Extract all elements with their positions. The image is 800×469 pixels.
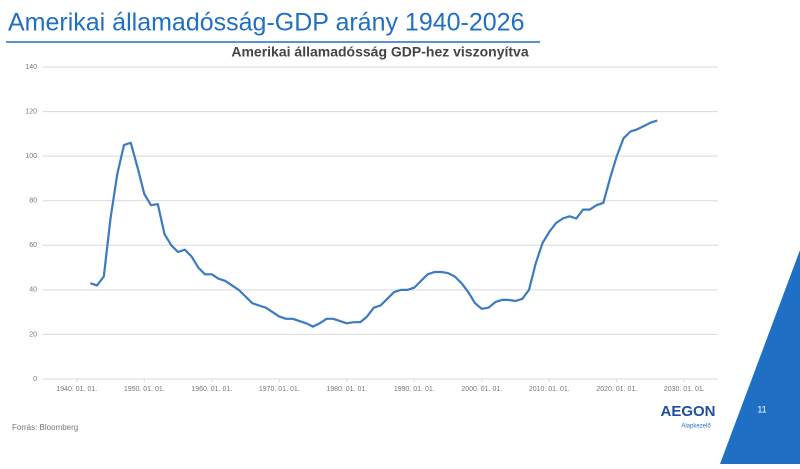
x-tick-label: 2000. 01. 01.: [461, 386, 502, 393]
slide-title: Amerikai államadósság-GDP arány 1940-202…: [8, 9, 524, 37]
logo-subtitle: Alapkezelő: [681, 424, 711, 430]
y-tick-label: 100: [25, 153, 37, 160]
x-tick-label: 1960. 01. 01.: [191, 386, 232, 393]
page-number: 11: [757, 404, 766, 414]
x-tick-label: 1980. 01. 01.: [326, 386, 367, 393]
y-tick-label: 0: [33, 376, 37, 383]
y-tick-label: 20: [29, 331, 37, 338]
y-tick-label: 80: [29, 198, 37, 205]
x-tick-label: 2010. 01. 01.: [529, 386, 570, 393]
source: Forrás: Bloomberg: [12, 423, 78, 432]
y-tick-label: 40: [29, 287, 37, 294]
corner-triangle: [720, 250, 800, 464]
x-tick-label: 2020. 01. 01.: [596, 386, 637, 393]
y-tick-label: 120: [25, 108, 37, 115]
logo: AEGON: [660, 403, 715, 420]
y-tick-label: 60: [29, 242, 37, 249]
x-tick-label: 1950. 01. 01.: [124, 386, 165, 393]
x-tick-label: 1990. 01. 01.: [394, 386, 435, 393]
line: [89, 119, 658, 328]
y-tick-label: 140: [25, 64, 37, 71]
x-tick-label: 1970. 01. 01.: [259, 386, 300, 393]
chart-title: Amerikai államadósság GDP-hez viszonyítv…: [231, 44, 528, 60]
x-tick-label: 1940. 01. 01.: [56, 386, 97, 393]
x-tick-label: 2030. 01. 01.: [664, 386, 705, 393]
